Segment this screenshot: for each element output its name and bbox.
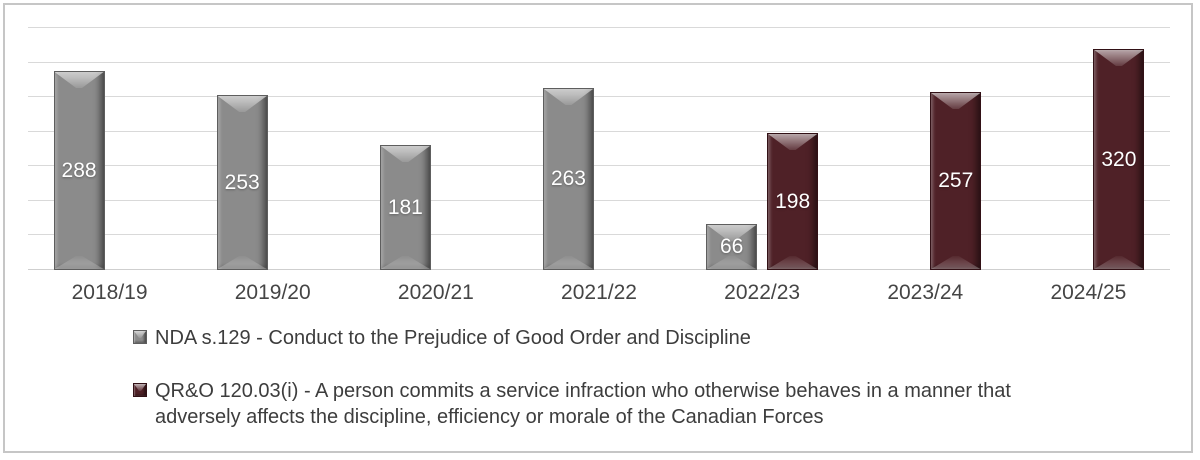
- gridline-50: [28, 234, 1170, 236]
- bar-series1-2018/19: 288: [53, 71, 105, 270]
- bar-series2-2024/25: 320: [1093, 49, 1145, 270]
- category-group-2018/19: 288: [28, 28, 191, 270]
- x-axis-labels: 2018/19 2019/20 2020/21 2021/22 2022/23 2023/…: [28, 281, 1170, 305]
- bar-slot-s1-2018/19: 288: [53, 71, 105, 270]
- legend-label: NDA s.129 - Conduct to the Prejudice of …: [155, 327, 751, 349]
- data-label: 66: [719, 235, 744, 258]
- data-label: 288: [61, 158, 97, 182]
- gridline-250: [28, 96, 1170, 98]
- category-group-2022/23: 66 198: [681, 28, 844, 270]
- bar-slot-s2-2024/25: 320: [1093, 49, 1145, 270]
- gridline-300: [28, 61, 1170, 63]
- data-label: 257: [938, 169, 974, 192]
- bar-slot-s1-2019/20: 253: [216, 95, 268, 270]
- data-label: 263: [550, 167, 586, 190]
- legend-swatch-icon: [133, 383, 147, 397]
- bar-series2-2023/24: 257: [930, 92, 982, 270]
- legend-item-1: NDA s.129 - Conduct to the Prejudice of …: [133, 325, 1108, 351]
- legend: NDA s.129 - Conduct to the Prejudice of …: [133, 325, 1108, 430]
- bar-slot-s1-2021/22: 263: [542, 88, 594, 270]
- bar-series1-2020/21: 181: [379, 145, 431, 270]
- bar-series2-2022/23: 198: [767, 133, 819, 270]
- x-axis-label-2019/20: 2019/20: [234, 281, 311, 304]
- x-axis-label-2021/22: 2021/22: [561, 281, 637, 304]
- gridline-150: [28, 165, 1170, 167]
- gridline-100: [28, 199, 1170, 201]
- plot-area: 288 253 181 263 66 198 257 320: [28, 27, 1170, 270]
- x-axis-label-2020/21: 2020/21: [397, 281, 474, 304]
- category-group-2023/24: 257: [844, 28, 1007, 270]
- legend-item-2: QR&O 120.03(i) - A person commits a serv…: [133, 378, 1108, 430]
- category-group-2021/22: 263: [517, 28, 680, 270]
- category-group-2024/25: 320: [1007, 28, 1170, 270]
- bar-slot-s1-2022/23: 66: [706, 224, 758, 270]
- bar-series1-2022/23: 66: [706, 224, 758, 270]
- bar-slot-s2-2023/24: 257: [930, 92, 982, 270]
- data-label: 181: [387, 195, 423, 219]
- x-axis-label-2024/25: 2024/25: [1050, 281, 1127, 304]
- x-axis-label-2023/24: 2023/24: [887, 281, 964, 304]
- bar-series1-2019/20: 253: [216, 95, 268, 270]
- chart-frame: 288 253 181 263 66 198 257 320 2018/19 2019/20 20…: [3, 3, 1193, 453]
- data-label: 253: [224, 170, 260, 194]
- bars-container: 288 253 181 263 66 198 257 320: [28, 28, 1170, 270]
- bar-series1-2021/22: 263: [542, 88, 594, 270]
- bar-slot-s1-2020/21: 181: [379, 145, 431, 270]
- bar-slot-s2-2022/23: 198: [767, 133, 819, 270]
- data-label: 198: [775, 189, 811, 213]
- legend-label: QR&O 120.03(i) - A person commits a serv…: [155, 380, 1011, 428]
- legend-swatch-icon: [133, 330, 147, 344]
- x-axis-label-2022/23: 2022/23: [724, 281, 801, 304]
- gridline-0: [28, 269, 1170, 270]
- gridline-200: [28, 130, 1170, 132]
- category-group-2019/20: 253: [191, 28, 354, 270]
- data-label: 320: [1101, 147, 1137, 171]
- gridline-350: [28, 27, 1170, 28]
- x-axis-label-2018/19: 2018/19: [71, 281, 148, 304]
- category-group-2020/21: 181: [354, 28, 517, 270]
